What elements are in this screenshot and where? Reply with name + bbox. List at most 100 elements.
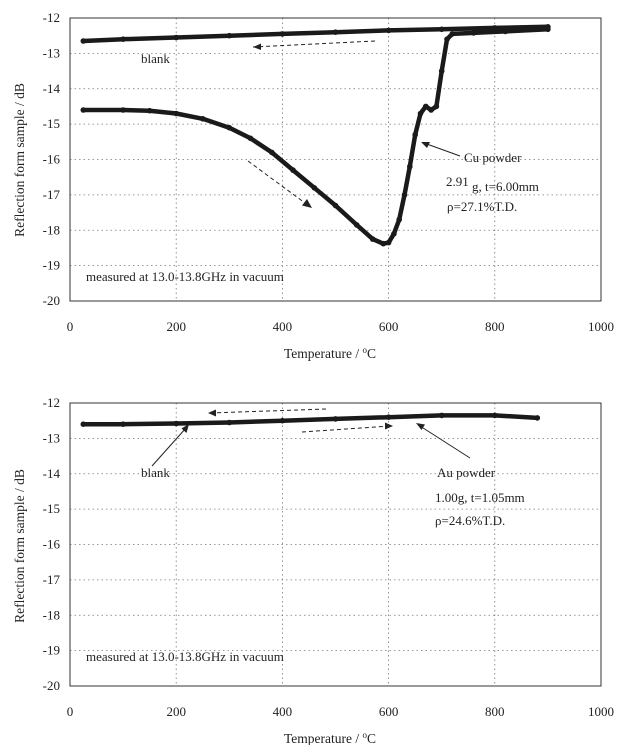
data-point <box>120 421 126 428</box>
chart-au: 0 200 400 600 800 1000 -12 -13 -14 -15 -16 -17 -18 -1… <box>12 395 614 745</box>
x-tick-label: 400 <box>273 319 293 334</box>
data-point <box>200 116 206 122</box>
pointer-line-cu <box>423 142 461 157</box>
data-point <box>332 29 339 35</box>
y-tick-label: -19 <box>43 643 60 658</box>
y-tick-label: -16 <box>43 537 61 552</box>
data-point <box>269 149 275 156</box>
x-tick-label: 400 <box>273 704 293 719</box>
x-tick-label: 0 <box>67 704 74 719</box>
data-point <box>401 192 408 198</box>
annotation-density-au: ρ=24.6%T.D. <box>435 513 505 528</box>
chart-cu: 0 200 400 600 800 1000 -12 -13 -14 -15 -16 -17 -18 -1… <box>12 10 614 361</box>
annotation-thickness-cu: g, t=6.00mm <box>472 179 539 194</box>
data-point <box>412 131 419 138</box>
data-series <box>80 24 551 247</box>
y-axis-label: Reflection form sample / dB <box>12 83 27 237</box>
data-point <box>369 236 376 242</box>
grid-lines <box>70 403 601 686</box>
y-tick-label: -18 <box>43 222 60 237</box>
y-tick-label: -18 <box>43 607 60 622</box>
data-point <box>290 167 296 173</box>
data-point <box>226 32 233 39</box>
y-tick-label: -17 <box>43 187 61 202</box>
grid-lines <box>70 18 601 301</box>
data-point <box>438 26 445 33</box>
pointer-line-au <box>419 425 471 459</box>
x-tick-label: 1000 <box>588 319 614 334</box>
arrowhead-cooling-au <box>208 409 216 417</box>
data-point <box>396 216 403 223</box>
y-tick-label: -16 <box>43 152 61 167</box>
data-point <box>80 38 87 44</box>
x-tick-label: 600 <box>379 704 399 719</box>
x-axis-label: Temperature / oC <box>284 345 376 361</box>
y-tick-label: -20 <box>43 293 60 308</box>
heating-arrow-cu <box>247 160 310 207</box>
annotation-density-cu: ρ=27.1%T.D. <box>447 199 517 214</box>
annotation-mass-cu: 2.91 <box>446 174 469 189</box>
pointer-head-au <box>416 423 425 430</box>
x-tick-label: 800 <box>485 704 505 719</box>
data-point <box>120 107 126 113</box>
annotation-mass-au: 1.00g, t=1.05mm <box>435 490 525 505</box>
annotation-conditions-cu: measured at 13.0-13.8GHz in vacuum <box>86 269 284 284</box>
pointer-head-cu <box>421 142 430 148</box>
data-point <box>380 240 387 247</box>
data-point <box>502 28 509 35</box>
x-tick-label: 800 <box>485 319 505 334</box>
arrowhead-heating-cu <box>302 199 312 208</box>
y-tick-label: -15 <box>43 501 60 516</box>
data-point <box>80 107 87 113</box>
annotation-blank: blank <box>141 51 170 66</box>
pointer-line-blank <box>151 427 187 467</box>
y-tick-label: -19 <box>43 258 60 273</box>
plot-frame <box>69 17 602 302</box>
data-point <box>433 103 440 110</box>
data-point <box>311 185 318 191</box>
tick-labels: 0 200 400 600 800 1000 -12 -13 -14 -15 -16 -17 -18 -1… <box>43 10 614 334</box>
y-axis-label: Reflection form sample / dB <box>12 469 27 623</box>
data-point <box>173 110 179 117</box>
data-point <box>173 34 179 41</box>
x-tick-label: 200 <box>166 319 186 334</box>
x-tick-label: 1000 <box>588 704 614 719</box>
data-point <box>385 239 392 246</box>
data-point <box>226 124 233 131</box>
x-tick-label: 600 <box>379 319 399 334</box>
plot-frame <box>69 402 602 687</box>
data-point <box>417 110 424 117</box>
x-tick-label: 0 <box>67 319 74 334</box>
cooling-arrow-au <box>209 408 327 414</box>
data-point <box>492 412 498 419</box>
data-point <box>247 135 254 142</box>
data-point <box>545 26 551 33</box>
series-line <box>81 413 540 427</box>
data-point <box>146 107 153 114</box>
tick-labels: 0 200 400 600 800 1000 -12 -13 -14 -15 -16 -17 -18 -1… <box>43 395 614 719</box>
data-point <box>428 107 434 113</box>
y-tick-label: -14 <box>43 466 61 481</box>
data-point <box>444 36 450 42</box>
data-point <box>332 416 339 422</box>
data-point <box>279 31 286 37</box>
y-tick-label: -17 <box>43 572 61 587</box>
heating-arrow-au <box>301 425 391 433</box>
series-line <box>81 24 551 44</box>
pointer-head-blank <box>181 424 189 433</box>
data-point <box>353 222 360 228</box>
data-point <box>279 417 286 424</box>
data-point <box>449 31 456 37</box>
data-point <box>173 420 179 427</box>
data-point <box>438 412 445 419</box>
cooling-arrow-blank <box>252 40 376 48</box>
data-point <box>423 103 429 110</box>
y-tick-label: -15 <box>43 116 60 131</box>
y-tick-label: -12 <box>43 10 60 25</box>
data-point <box>226 419 233 426</box>
y-tick-label: -20 <box>43 678 60 693</box>
y-tick-label: -13 <box>43 430 60 445</box>
data-point <box>385 414 392 421</box>
y-tick-label: -13 <box>43 45 60 60</box>
